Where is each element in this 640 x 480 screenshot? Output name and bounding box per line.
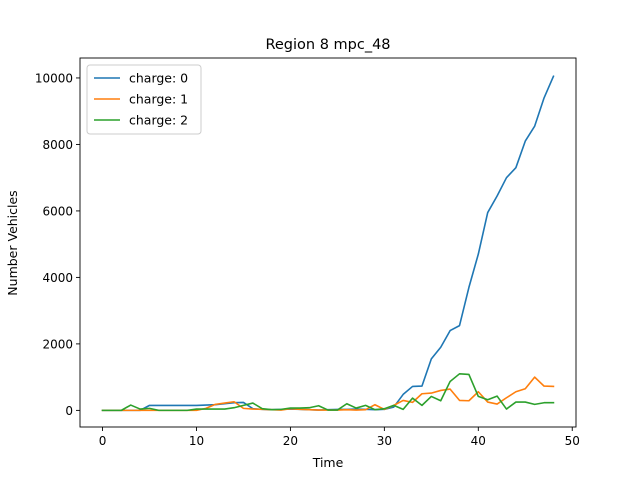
legend-entry-charge-0: charge: 0 bbox=[129, 71, 188, 86]
x-tick-label: 0 bbox=[99, 434, 107, 448]
y-tick-label: 4000 bbox=[42, 271, 73, 285]
x-axis: 0 10 20 30 40 50 bbox=[99, 427, 580, 448]
x-tick-label: 50 bbox=[565, 434, 580, 448]
plot-area bbox=[79, 57, 577, 428]
x-axis-label: Time bbox=[312, 455, 344, 470]
y-tick-label: 8000 bbox=[42, 138, 73, 152]
y-tick-label: 10000 bbox=[35, 71, 73, 85]
legend-entry-charge-2: charge: 2 bbox=[129, 113, 188, 128]
axes-frame bbox=[79, 57, 577, 428]
series-line-charge-2 bbox=[101, 373, 555, 412]
y-axis: 0 2000 4000 6000 8000 10000 bbox=[35, 71, 80, 418]
y-tick-label: 2000 bbox=[42, 337, 73, 351]
x-tick-label: 30 bbox=[377, 434, 392, 448]
legend-box bbox=[86, 64, 202, 135]
x-tick-label: 40 bbox=[471, 434, 486, 448]
y-tick-label: 6000 bbox=[42, 204, 73, 218]
chart-title: Region 8 mpc_48 bbox=[265, 37, 390, 53]
legend-entry-charge-1: charge: 1 bbox=[129, 92, 188, 107]
y-tick-label: 0 bbox=[65, 404, 73, 418]
y-axis-label: Number Vehicles bbox=[5, 190, 20, 295]
x-tick-label: 20 bbox=[283, 434, 298, 448]
legend: charge: 0 charge: 1 charge: 2 bbox=[86, 64, 202, 135]
x-tick-label: 10 bbox=[189, 434, 204, 448]
